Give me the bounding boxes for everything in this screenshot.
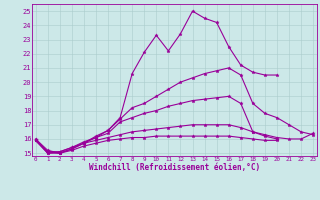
X-axis label: Windchill (Refroidissement éolien,°C): Windchill (Refroidissement éolien,°C) [89,163,260,172]
